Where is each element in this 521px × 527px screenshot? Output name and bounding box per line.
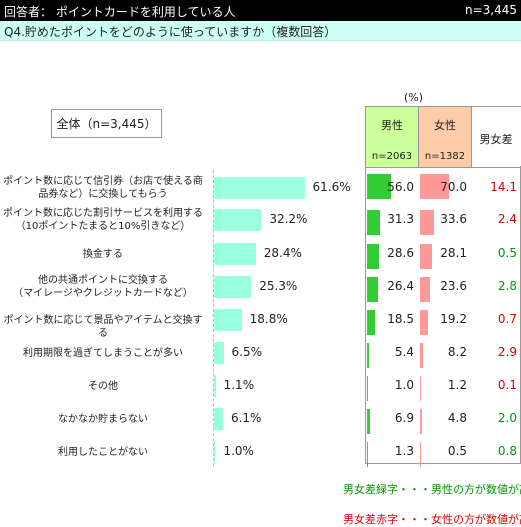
male-label: 男性 bbox=[366, 117, 418, 133]
male-value: 1.0 bbox=[374, 378, 414, 392]
question-text: Q4.貯めたポイントをどのように使っていますか（複数回答） bbox=[4, 23, 336, 40]
total-bar bbox=[214, 408, 223, 430]
category-label: 換金する bbox=[0, 248, 206, 261]
male-bar bbox=[367, 409, 370, 434]
diff-value: 14.1 bbox=[477, 180, 517, 194]
female-value: 19.2 bbox=[427, 312, 467, 326]
category-label: 利用したことがない bbox=[0, 446, 206, 459]
total-bar bbox=[214, 177, 305, 199]
sample-size: n=3,445 bbox=[465, 3, 517, 17]
category-label: なかなか貯まらない bbox=[0, 413, 206, 426]
total-value-label: 18.8% bbox=[250, 312, 288, 326]
female-bar bbox=[420, 343, 423, 368]
male-value: 26.4 bbox=[374, 279, 414, 293]
female-value: 28.1 bbox=[427, 246, 467, 260]
table-border-left bbox=[365, 166, 366, 464]
total-bar bbox=[214, 276, 251, 298]
male-value: 56.0 bbox=[374, 180, 414, 194]
total-value-label: 25.3% bbox=[259, 279, 297, 293]
category-label: ポイント数に応じた割引サービスを利用する（10ポイントたまると10%引きなど） bbox=[0, 207, 206, 233]
female-label: 女性 bbox=[419, 117, 471, 133]
category-label: ポイント数に応じて景品やアイテムと交換する bbox=[0, 314, 206, 340]
category-label-line: 他の共通ポイントに交換する bbox=[0, 274, 206, 287]
table-border-bottom bbox=[365, 463, 521, 464]
unit-label: (%) bbox=[404, 91, 423, 104]
male-bar bbox=[367, 442, 368, 467]
female-value: 1.2 bbox=[427, 378, 467, 392]
total-bar bbox=[214, 375, 216, 397]
diff-value: 0.1 bbox=[477, 378, 517, 392]
total-bar bbox=[214, 441, 215, 463]
female-column-header: 女性 n=1382 bbox=[418, 106, 472, 168]
category-label: 他の共通ポイントに交換する（マイレージやクレジットカードなど） bbox=[0, 274, 206, 300]
category-label-line: なかなか貯まらない bbox=[0, 413, 206, 426]
diff-value: 0.5 bbox=[477, 246, 517, 260]
female-bar bbox=[420, 409, 422, 434]
diff-value: 0.7 bbox=[477, 312, 517, 326]
male-value: 5.4 bbox=[374, 345, 414, 359]
diff-value: 0.8 bbox=[477, 444, 517, 458]
category-label-line: 利用期限を過ぎてしまうことが多い bbox=[0, 347, 206, 360]
total-bar bbox=[214, 342, 224, 364]
total-value-label: 32.2% bbox=[269, 212, 307, 226]
category-label-line: ポイント数に応じて景品やアイテムと交換する bbox=[0, 314, 206, 340]
total-bar bbox=[214, 243, 256, 265]
male-value: 1.3 bbox=[374, 444, 414, 458]
diff-label: 男女差 bbox=[471, 131, 521, 147]
male-value: 18.5 bbox=[374, 312, 414, 326]
diff-value: 2.0 bbox=[477, 411, 517, 425]
category-label-line: ポイント数に応じた割引サービスを利用する bbox=[0, 207, 206, 220]
female-value: 23.6 bbox=[427, 279, 467, 293]
header-bar: 回答者： ポイントカードを利用している人 n=3,445 bbox=[0, 0, 521, 21]
category-label-line: （マイレージやクレジットカードなど） bbox=[0, 287, 206, 300]
category-label-line: （10ポイントたまると10%引きなど） bbox=[0, 220, 206, 233]
total-value-label: 1.0% bbox=[223, 444, 254, 458]
total-label: 全体（n=3,445） bbox=[51, 109, 162, 138]
total-value-label: 1.1% bbox=[224, 378, 255, 392]
male-n: n=2063 bbox=[366, 151, 418, 162]
diff-value: 2.4 bbox=[477, 212, 517, 226]
female-value: 0.5 bbox=[427, 444, 467, 458]
female-value: 4.8 bbox=[427, 411, 467, 425]
female-value: 33.6 bbox=[427, 212, 467, 226]
category-label: 利用期限を過ぎてしまうことが多い bbox=[0, 347, 206, 360]
legend-red: 男女差赤字・・・女性の方が数値が高い bbox=[343, 511, 521, 527]
male-value: 28.6 bbox=[374, 246, 414, 260]
female-value: 70.0 bbox=[427, 180, 467, 194]
diff-column-header: 男女差 bbox=[471, 106, 521, 168]
category-label-line: その他 bbox=[0, 380, 206, 393]
male-value: 31.3 bbox=[374, 212, 414, 226]
category-label-line: ポイント数に応じて信引券（お店で使える商 bbox=[0, 175, 206, 188]
question-bar: Q4.貯めたポイントをどのように使っていますか（複数回答） bbox=[0, 21, 521, 41]
male-column-header: 男性 n=2063 bbox=[365, 106, 419, 168]
total-value-label: 6.1% bbox=[231, 411, 262, 425]
category-label-line: 換金する bbox=[0, 248, 206, 261]
category-label: ポイント数に応じて信引券（お店で使える商品券など）に交換してもらう bbox=[0, 175, 206, 201]
category-label-line: 利用したことがない bbox=[0, 446, 206, 459]
total-bar bbox=[214, 309, 242, 331]
total-value-label: 61.6% bbox=[313, 180, 351, 194]
total-bar bbox=[214, 209, 261, 231]
diff-value: 2.9 bbox=[477, 345, 517, 359]
respondent-label: 回答者： ポイントカードを利用している人 bbox=[4, 3, 235, 20]
diff-value: 2.8 bbox=[477, 279, 517, 293]
male-bar bbox=[367, 343, 369, 368]
category-label: その他 bbox=[0, 380, 206, 393]
male-value: 6.9 bbox=[374, 411, 414, 425]
legend-green: 男女差緑字・・・男性の方が数値が高い bbox=[343, 481, 521, 497]
female-n: n=1382 bbox=[419, 151, 471, 162]
female-value: 8.2 bbox=[427, 345, 467, 359]
category-label-line: 品券など）に交換してもらう bbox=[0, 188, 206, 201]
total-value-label: 6.5% bbox=[232, 345, 263, 359]
total-value-label: 28.4% bbox=[264, 246, 302, 260]
